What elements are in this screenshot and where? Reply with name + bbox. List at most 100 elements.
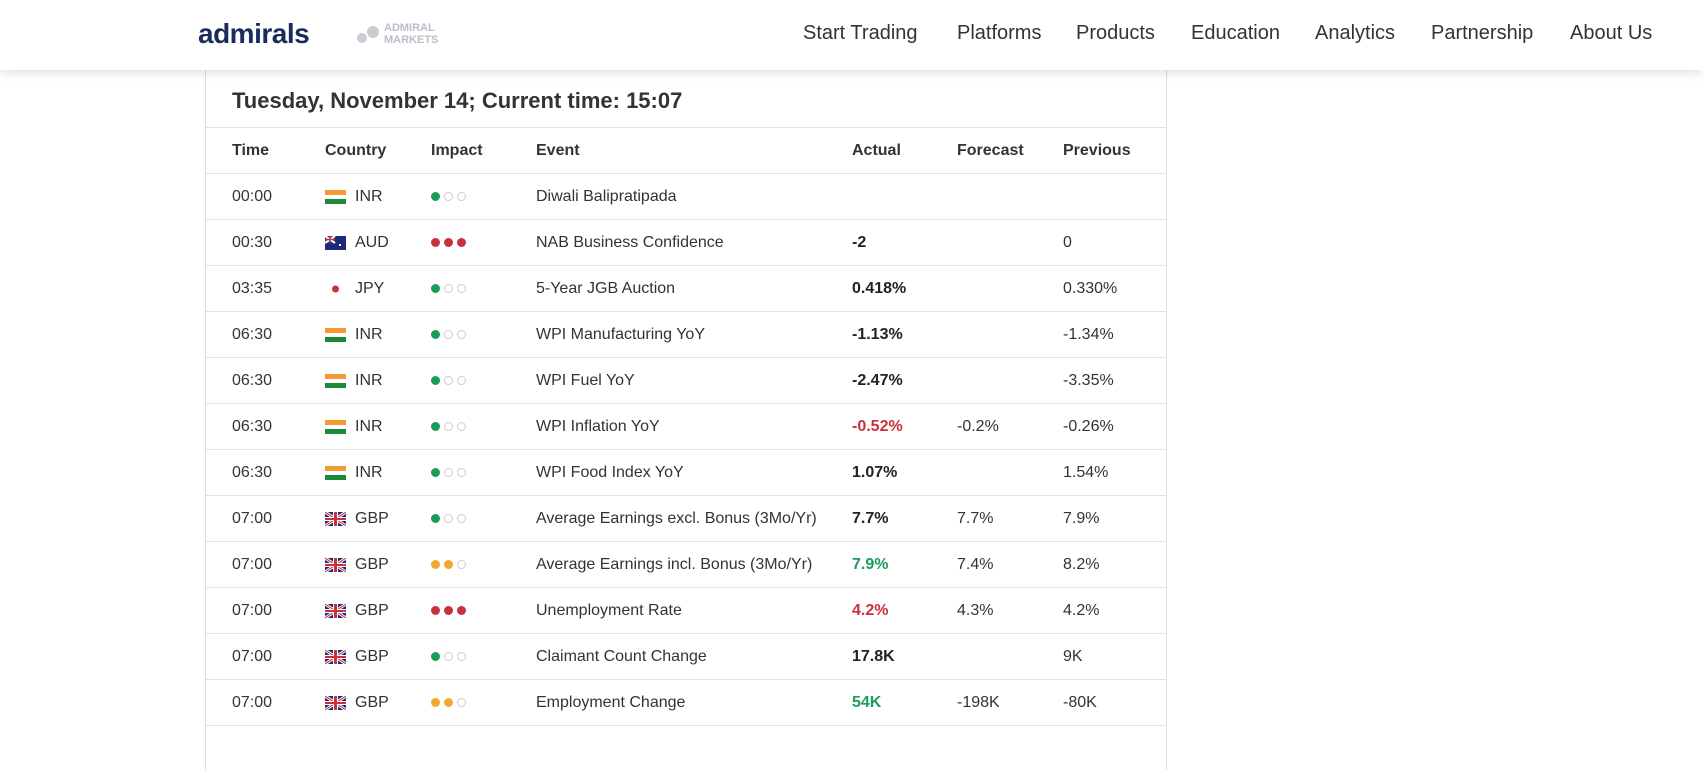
impact-dot: [444, 698, 453, 707]
event: Average Earnings excl. Bonus (3Mo/Yr): [536, 509, 817, 527]
impact-dot: [457, 238, 466, 247]
impact: [431, 652, 466, 661]
nav: Start Trading Platforms Products Education A…: [0, 22, 1703, 50]
impact-dot: [457, 560, 466, 569]
previous: -80K: [1063, 693, 1097, 711]
table-row: 00:00 INR Diwali Balipratipada: [206, 174, 1166, 220]
impact-dot: [444, 284, 453, 293]
currency: GBP: [355, 693, 389, 711]
sub-logo: ADMIRAL MARKETS: [354, 22, 464, 50]
impact: [431, 698, 466, 707]
actual: -0.52%: [852, 417, 903, 435]
impact: [431, 330, 466, 339]
nav-link[interactable]: About Us: [1570, 22, 1653, 44]
impact-dot: [444, 422, 453, 431]
impact-dot: [431, 192, 440, 201]
impact-dot: [457, 652, 466, 661]
impact-dot: [444, 330, 453, 339]
table-row: 03:35 JPY 5-Year JGB Auction 0.418% 0.330%: [206, 266, 1166, 312]
impact-dot: [431, 698, 440, 707]
previous: 7.9%: [1063, 509, 1100, 527]
column-header: Forecast: [957, 141, 1024, 159]
flag: [325, 189, 346, 204]
nav-link[interactable]: Products: [1076, 22, 1155, 44]
previous: 4.2%: [1063, 601, 1100, 619]
forecast: 7.7%: [957, 509, 994, 527]
flag: [325, 557, 346, 572]
flag: [325, 235, 346, 250]
impact: [431, 468, 466, 477]
time: 00:30: [232, 233, 273, 251]
forecast: 7.4%: [957, 555, 994, 573]
actual: 0.418%: [852, 279, 907, 297]
nav-link[interactable]: Partnership: [1431, 22, 1534, 44]
flag: [325, 419, 346, 434]
event: 5-Year JGB Auction: [536, 279, 676, 297]
impact: [431, 606, 466, 615]
event: WPI Manufacturing YoY: [536, 325, 705, 343]
impact-dot: [431, 514, 440, 523]
event: Diwali Balipratipada: [536, 187, 677, 205]
nav-link[interactable]: Start Trading: [803, 22, 918, 44]
actual: 4.2%: [852, 601, 889, 619]
previous: -1.34%: [1063, 325, 1114, 343]
time: 00:00: [232, 187, 273, 205]
impact-dot: [457, 376, 466, 385]
time: 03:35: [232, 279, 273, 297]
impact-dot: [431, 330, 440, 339]
previous: -0.26%: [1063, 417, 1114, 435]
previous: 0.330%: [1063, 279, 1118, 297]
impact-dot: [444, 652, 453, 661]
impact-dot: [444, 468, 453, 477]
event: Employment Change: [536, 693, 686, 711]
previous: 1.54%: [1063, 463, 1109, 481]
event: WPI Food Index YoY: [536, 463, 684, 481]
time: 06:30: [232, 417, 273, 435]
event: Average Earnings incl. Bonus (3Mo/Yr): [536, 555, 813, 573]
header: admirals ADMIRAL MARKETS Start Trading Pla…: [0, 0, 1703, 70]
impact-dot: [457, 192, 466, 201]
impact-dot: [457, 422, 466, 431]
table-title: Tuesday, November 14; Current time: 15:0…: [206, 70, 1166, 128]
table-row: 07:00 GBP Average Earnings excl. Bonus (3M…: [206, 496, 1166, 542]
column-header: Impact: [431, 141, 483, 159]
currency: INR: [355, 187, 383, 205]
impact-dot: [431, 284, 440, 293]
previous: -3.35%: [1063, 371, 1114, 389]
currency: INR: [355, 371, 383, 389]
sub-logo-line: MARKETS: [384, 34, 439, 46]
impact-dot: [431, 606, 440, 615]
event: WPI Fuel YoY: [536, 371, 635, 389]
event: NAB Business Confidence: [536, 233, 724, 251]
column-header: Country: [325, 141, 387, 159]
flag: [325, 373, 346, 388]
table-row: 06:30 INR WPI Food Index YoY 1.07% 1.54%: [206, 450, 1166, 496]
currency: AUD: [355, 233, 389, 251]
impact-dot: [431, 238, 440, 247]
table-row: 07:00 GBP Employment Change 54K -198K -80K: [206, 680, 1166, 726]
currency: GBP: [355, 509, 389, 527]
actual: 54K: [852, 693, 882, 711]
column-header: Event: [536, 141, 580, 159]
nav-link[interactable]: Analytics: [1315, 22, 1396, 44]
nav-link[interactable]: Education: [1191, 22, 1280, 44]
actual: -1.13%: [852, 325, 903, 343]
time: 07:00: [232, 555, 273, 573]
table-row: 06:30 INR WPI Inflation YoY -0.52% -0.2% -0.2…: [206, 404, 1166, 450]
currency: GBP: [355, 601, 389, 619]
header-row: Time Country Impact Event Actual Forecast Prev…: [206, 128, 1166, 174]
logo[interactable]: admirals: [198, 18, 310, 49]
impact: [431, 284, 466, 293]
nav-link[interactable]: Platforms: [957, 22, 1042, 44]
previous: 8.2%: [1063, 555, 1100, 573]
impact-dot: [457, 284, 466, 293]
impact-dot: [444, 606, 453, 615]
flag: [325, 327, 346, 342]
forecast: -0.2%: [957, 417, 999, 435]
impact-dot: [457, 514, 466, 523]
column-header: Previous: [1063, 141, 1131, 159]
table-row: 07:00 GBP Claimant Count Change 17.8K 9K: [206, 634, 1166, 680]
actual: 1.07%: [852, 463, 898, 481]
impact-dot: [457, 606, 466, 615]
